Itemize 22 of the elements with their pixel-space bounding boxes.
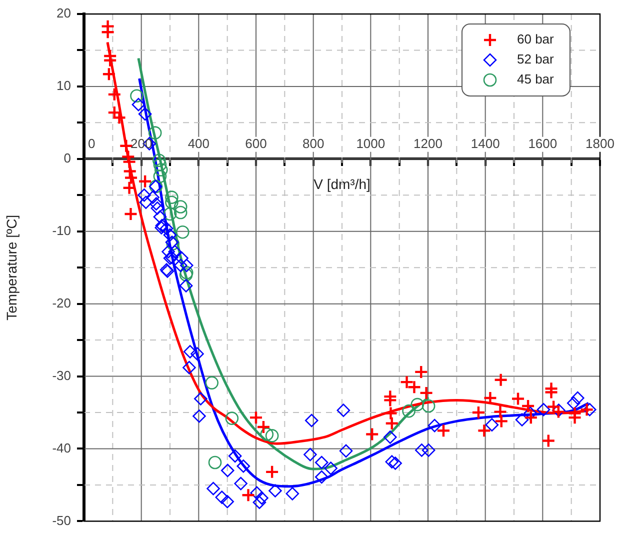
x-tick-label: 1000: [356, 136, 386, 151]
legend-label: 52 bar: [517, 52, 555, 67]
legend-label: 60 bar: [517, 32, 555, 47]
y-tick-label: 20: [56, 6, 71, 21]
x-tick-label: 0: [88, 136, 96, 151]
y-tick-label: 0: [64, 150, 71, 166]
x-tick-label: 600: [245, 136, 267, 151]
y-tick-label: -50: [52, 512, 71, 528]
y-tick-label: 10: [56, 78, 71, 94]
y-tick-label: -10: [52, 222, 71, 238]
x-tick-label: 1800: [586, 136, 614, 151]
legend-label: 45 bar: [517, 72, 555, 87]
x-tick-label: 400: [188, 136, 210, 151]
x-tick-label: 1400: [470, 136, 500, 151]
x-tick-label: 800: [302, 136, 324, 151]
y-tick-label: -30: [52, 368, 71, 383]
x-tick-label: 1600: [528, 136, 558, 151]
y-axis-title: Temperature [ºC]: [3, 214, 20, 320]
y-tick-label: -20: [52, 295, 71, 310]
x-tick-label: 1200: [414, 136, 442, 151]
y-tick-label: -40: [52, 440, 71, 456]
x-axis-title: V [dm³/h]: [314, 176, 370, 192]
